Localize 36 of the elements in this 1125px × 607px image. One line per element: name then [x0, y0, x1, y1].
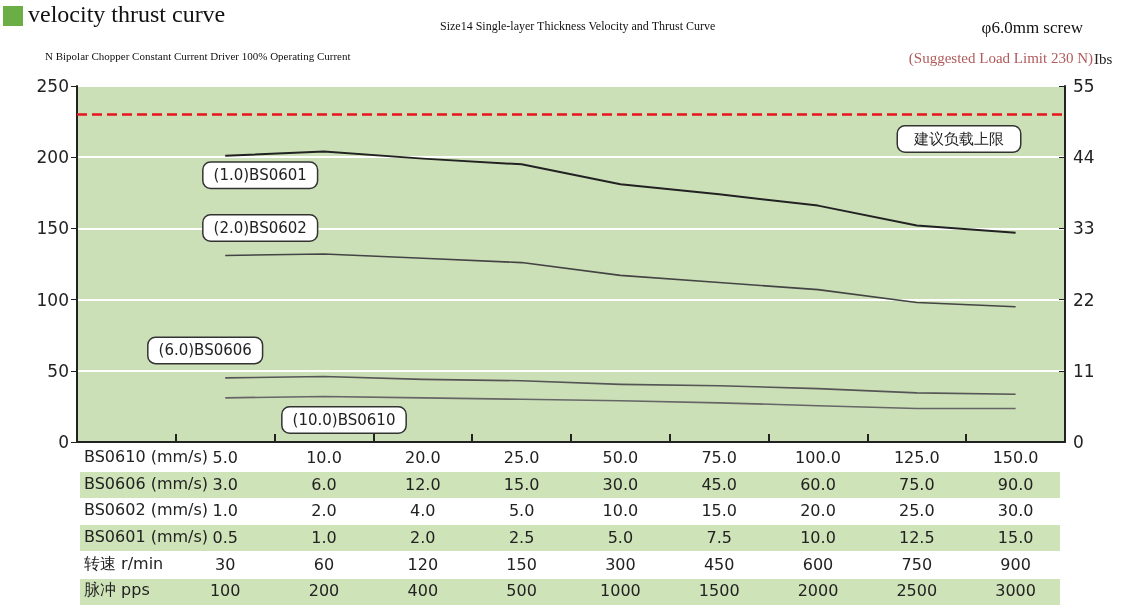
chart-subtitle: Size14 Single-layer Thickness Velocity and Thrust Curve — [440, 19, 716, 33]
y-tick-label: 50 — [47, 360, 69, 381]
series-label: (10.0)BS0610 — [292, 410, 396, 429]
x-axis-title: BS0610 (mm/s) BS0606 (mm/s) BS0602 (mm/s) BS0601 (mm/s) 转速 r/min 脉冲 pps — [84, 446, 209, 600]
y2-tick-label: 0 — [1073, 432, 1084, 452]
x-tick-label: 25.0 15.0 5.0 2.5 150 500 — [503, 447, 540, 601]
y2-tick-label: 33 — [1073, 218, 1095, 239]
x-tick-label: 20.0 12.0 4.0 2.0 120 400 — [404, 447, 441, 601]
y-tick-label: 0 — [58, 432, 69, 452]
y2-tick-label: 11 — [1073, 360, 1095, 381]
x-tick-label: 5.0 3.0 1.0 0.5 30 100 — [209, 447, 241, 601]
series-label: (6.0)BS0606 — [158, 341, 252, 360]
y2-axis-title: Ibs — [1094, 50, 1113, 67]
line-series — [224, 375, 1017, 396]
y2-tick-label: 44 — [1073, 147, 1095, 168]
x-tick-label: 125.0 75.0 25.0 12.5 750 2500 — [893, 447, 940, 601]
line-series — [224, 253, 1017, 308]
x-tick-label: 150.0 90.0 30.0 15.0 900 3000 — [992, 447, 1039, 601]
ref-line-label: 建议负载上限 — [913, 129, 1004, 148]
text: (Suggested Load Limit 230 N) — [908, 49, 1093, 67]
y2-tick-label: 55 — [1073, 76, 1095, 96]
chart-title: velocity thrust curve — [28, 1, 226, 27]
text: N Bipolar Chopper Constant Current Driver 100% Operating Current — [45, 49, 351, 62]
x-tick-label: 100.0 60.0 20.0 10.0 600 2000 — [795, 447, 841, 601]
y-tick-label: 150 — [36, 218, 69, 239]
series-label: (1.0)BS0601 — [213, 166, 307, 185]
y-tick-label: 100 — [36, 289, 69, 310]
x-tick-label: 10.0 6.0 2.0 1.0 60 200 — [306, 447, 342, 601]
y-tick-label: 250 — [36, 76, 69, 96]
y-tick-label: 200 — [36, 147, 69, 168]
series-label: (2.0)BS0602 — [213, 218, 307, 237]
x-tick-label: 50.0 30.0 10.0 5.0 300 1000 — [600, 447, 641, 601]
y2-tick-label: 22 — [1073, 289, 1095, 310]
x-tick-label: 75.0 45.0 15.0 7.5 450 1500 — [698, 447, 740, 601]
line-series — [224, 395, 1017, 410]
text: φ6.0mm screw — [981, 18, 1084, 37]
